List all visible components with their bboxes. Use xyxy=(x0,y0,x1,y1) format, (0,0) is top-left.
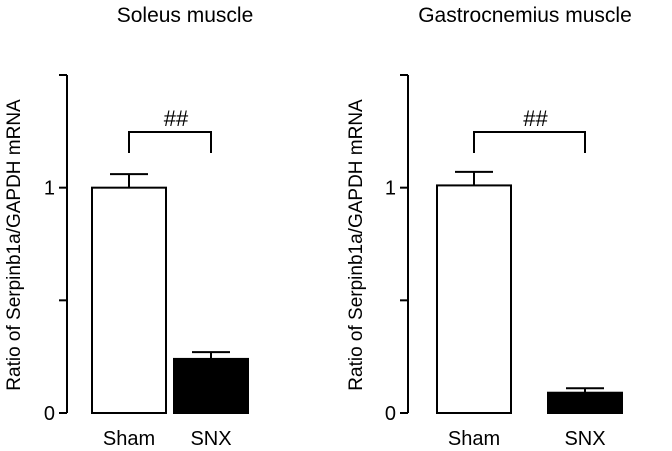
bar xyxy=(91,186,167,414)
y-tick-label: 0 xyxy=(44,403,55,425)
y-tick-label: 1 xyxy=(385,178,396,200)
chart-title: Soleus muscle xyxy=(117,4,254,27)
significance-marker: ## xyxy=(164,106,189,131)
y-tick-label: 0 xyxy=(385,403,396,425)
significance-bracket xyxy=(473,131,586,153)
significance-marker: ## xyxy=(523,106,548,131)
y-tick-label: 1 xyxy=(44,178,55,200)
significance-bracket xyxy=(128,131,212,153)
bar xyxy=(547,391,623,415)
y-axis-label: Ratio of Serpinb1a/GAPDH mRNA xyxy=(346,99,367,391)
bar xyxy=(173,357,249,415)
category-label: Sham xyxy=(448,428,500,450)
y-axis-label: Ratio of Serpinb1a/GAPDH mRNA xyxy=(4,99,25,391)
bar xyxy=(436,184,512,414)
plot-area: 0 1 Sham SNX ## xyxy=(44,74,249,450)
plot-area: 0 1 Sham SNX ## xyxy=(385,74,623,450)
category-label: SNX xyxy=(564,428,605,450)
chart-panel-soleus: Soleus muscle Ratio of Serpinb1a/GAPDH m… xyxy=(4,4,253,450)
category-label: SNX xyxy=(190,428,231,450)
category-label: Sham xyxy=(103,428,155,450)
chart-title: Gastrocnemius muscle xyxy=(418,4,632,27)
chart-panel-gastrocnemius: Gastrocnemius muscle Ratio of Serpinb1a/… xyxy=(346,4,632,450)
